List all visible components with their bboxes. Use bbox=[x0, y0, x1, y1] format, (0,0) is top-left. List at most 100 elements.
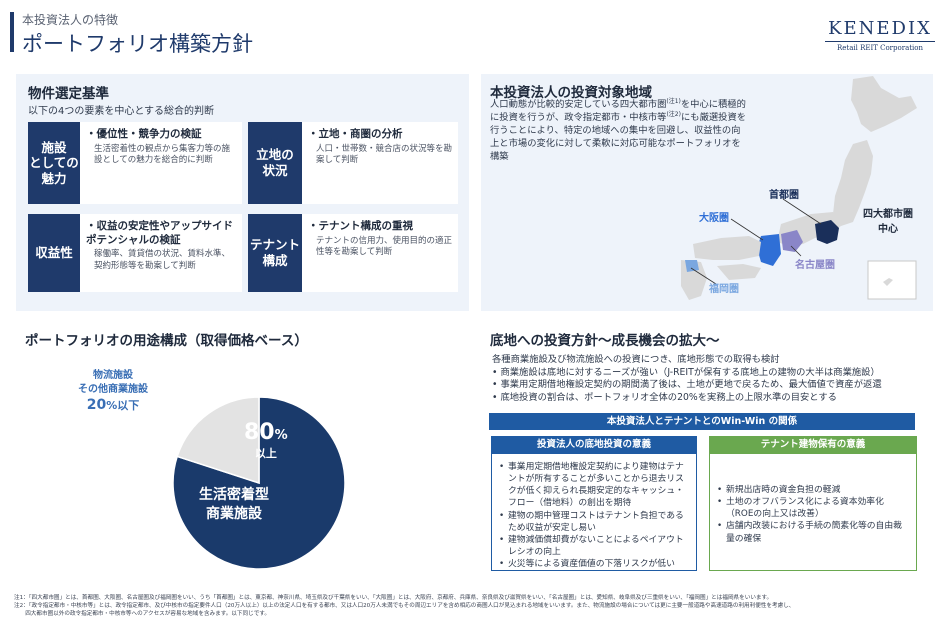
nagoya-region bbox=[781, 230, 803, 252]
shuto-leader bbox=[782, 198, 822, 225]
major-category-line: 生活密着型 bbox=[199, 487, 269, 503]
region-text: を中心に積極的に投資を行うが、政令指定都市・中核市等 bbox=[490, 99, 746, 124]
osaka-region bbox=[757, 234, 781, 266]
criteria-label-profitability: 収益性 bbox=[28, 214, 80, 292]
label-four-metro-line: 四大都市圏 bbox=[863, 209, 913, 220]
label-nagoya: 名古屋圏 bbox=[795, 260, 835, 271]
land-title: 底地への投資方針〜成長機会の拡大〜 bbox=[490, 333, 720, 349]
tenant-merit-item: 土地のオフバランス化による資本効率化（ROEの向上又は改善） bbox=[716, 496, 910, 520]
label-line: 収益性 bbox=[35, 245, 73, 261]
land-line: • 底地投資の割合は、ポートフォリオ全体の20%を実務上の上限水準の目安とする bbox=[492, 391, 837, 403]
footnote: 注1：「四大都市圏」とは、首都圏、大阪圏、名古屋圏及び福岡圏をいい、うち「首都圏… bbox=[14, 595, 773, 601]
nagoya-leader bbox=[790, 245, 802, 257]
tenant-merit-header: テナント建物保有の意義 bbox=[709, 436, 917, 453]
criteria-desc: 生活密着性の観点から集客力等の施設としての魅力を総合的に判断 bbox=[94, 143, 231, 166]
label-four-metro: 四大都市圏 中心 bbox=[863, 205, 913, 235]
region-description: 人口動態が比較的安定している四大都市圏(注1)を中心に積極的に投資を行うが、政令… bbox=[490, 98, 748, 163]
minor-share-pct: 20%以下 bbox=[78, 396, 148, 415]
page-title: ポートフォリオ構築方針 bbox=[22, 32, 253, 56]
osaka-leader bbox=[730, 218, 764, 241]
label-shuto: 首都圏 bbox=[769, 190, 799, 201]
major-category-label: 生活密着型 商業施設 bbox=[199, 486, 269, 524]
criteria-head: ・テナント構成の重視 bbox=[308, 220, 413, 232]
land-investment-panel: 底地への投資方針〜成長機会の拡大〜 各種商業施設及び物流施設への投資につき、底地… bbox=[481, 323, 933, 584]
criteria-subtitle: 以下の4つの要素を中心とする総合的判断 bbox=[28, 106, 215, 117]
investor-merit-box: 事業用定期借地権設定契約により建物はテナントが所有することが多いことから退去リス… bbox=[491, 453, 697, 571]
criteria-body-profitability: ・収益の安定性やアップサイドポテンシャルの検証 稼働率、賃貸借の状況、賃料水準、… bbox=[80, 214, 242, 292]
footnote-ref: (注2) bbox=[666, 111, 681, 119]
land-line: • 商業施設は底地に対するニーズが強い（J-REITが保有する底地上の建物の大半… bbox=[492, 366, 880, 378]
title-accent-bar bbox=[10, 12, 14, 52]
investor-merit-item: 火災等による資産価値の下落リスクが低い bbox=[498, 558, 690, 570]
page-header: 本投資法人の特徴 ポートフォリオ構築方針 KENEDIX Retail REIT… bbox=[0, 0, 949, 62]
footnote: 注2：「政令指定都市・中核市等」とは、政令指定都市、及び中核市の指定要件人口（2… bbox=[14, 603, 795, 610]
label-line: 構成 bbox=[262, 253, 288, 268]
criteria-body-location: ・立地・商圏の分析 人口・世帯数・競合店の状況等を勘案して判断 bbox=[302, 122, 458, 204]
tenant-merit-box: 新規出店時の資金負担の軽減 土地のオフバランス化による資本効率化（ROEの向上又… bbox=[709, 453, 917, 571]
selection-criteria-panel: 物件選定基準 以下の4つの要素を中心とする総合的判断 施設 としての 魅力 ・優… bbox=[16, 74, 469, 311]
major-share-sub: 以上 bbox=[254, 447, 277, 460]
label-line: 魅力 bbox=[41, 170, 67, 186]
region-title: 本投資法人の投資対象地域 bbox=[490, 85, 652, 101]
label-line: 状況 bbox=[262, 163, 288, 178]
okinawa-islands bbox=[883, 278, 893, 286]
region-text: にも厳選投資を行うことにより、特定の地域への集中を回避し、収益性の向上と市場の変… bbox=[490, 112, 747, 163]
label-line: としての bbox=[29, 155, 79, 171]
tohoku-shape bbox=[833, 140, 873, 226]
label-fukuoka: 福岡圏 bbox=[709, 284, 739, 295]
criteria-title: 物件選定基準 bbox=[28, 86, 109, 102]
footnote-ref: (注1) bbox=[666, 98, 681, 105]
land-policy-lines: 各種商業施設及び物流施設への投資につき、底地形態での取得も検討 • 商業施設は底… bbox=[492, 354, 932, 405]
logo-wordmark: KENEDIX bbox=[825, 18, 935, 42]
shuto-region bbox=[815, 220, 839, 244]
pie-slice-minor bbox=[176, 396, 260, 485]
minor-share-label: 物流施設 その他商業施設 20%以下 bbox=[78, 369, 148, 415]
usage-title: ポートフォリオの用途構成（取得価格ベース） bbox=[25, 333, 308, 349]
usage-pie-chart bbox=[172, 396, 346, 570]
major-share-label: 80% 以上 bbox=[244, 420, 288, 461]
criteria-body-tenant: ・テナント構成の重視 テナントの信用力、使用目的の適正性等を勘案して判断 bbox=[302, 214, 458, 292]
criteria-head: ・優位性・競争力の検証 bbox=[86, 128, 202, 140]
footnote: 四大都市圏以外の政令指定都市・中核市等へのアクセスが容易な地域を含みます。以下同… bbox=[14, 611, 270, 618]
criteria-head: ・立地・商圏の分析 bbox=[308, 128, 403, 140]
chugoku-shape bbox=[693, 236, 761, 260]
criteria-body-attractiveness: ・優位性・競争力の検証 生活密着性の観点から集客力等の施設としての魅力を総合的に… bbox=[80, 122, 242, 204]
major-pct-number: 80 bbox=[244, 420, 275, 445]
usage-composition-panel: ポートフォリオの用途構成（取得価格ベース） 物流施設 その他商業施設 20%以下… bbox=[16, 323, 469, 584]
land-line: • 事業用定期借地権設定契約の期間満了後は、土地が更地で戻るため、最大価値で資産… bbox=[492, 379, 882, 391]
fukuoka-leader bbox=[690, 267, 717, 285]
criteria-label-attractiveness: 施設 としての 魅力 bbox=[28, 122, 80, 204]
investor-merit-header: 投資法人の底地投資の意義 bbox=[491, 436, 697, 453]
tenant-merit-item: 店舗内改装における手続の簡素化等の自由裁量の確保 bbox=[716, 520, 910, 544]
fukuoka-region bbox=[685, 260, 699, 272]
label-osaka: 大阪圏 bbox=[699, 213, 729, 224]
major-share-pct: 80% bbox=[244, 420, 288, 445]
criteria-desc: 人口・世帯数・競合店の状況等を勘案して判断 bbox=[316, 143, 453, 166]
criteria-label-location: 立地の 状況 bbox=[248, 122, 302, 204]
criteria-label-tenant: テナント 構成 bbox=[248, 214, 302, 292]
hokkaido-shape bbox=[851, 76, 917, 132]
minor-pct-suffix: %以下 bbox=[106, 399, 140, 412]
region-text: 人口動態が比較的安定している四大都市圏 bbox=[490, 99, 667, 111]
criteria-head: ・収益の安定性やアップサイドポテンシャルの検証 bbox=[86, 220, 233, 246]
minor-pct-number: 20 bbox=[86, 397, 107, 413]
investment-region-panel: 本投資法人の投資対象地域 人口動態が比較的安定している四大都市圏(注1)を中心に… bbox=[481, 74, 933, 311]
criteria-desc: 稼働率、賃貸借の状況、賃料水準、契約形態等を勘案して判断 bbox=[94, 249, 231, 271]
minor-share-line: 物流施設 bbox=[93, 370, 133, 381]
major-pct-suffix: % bbox=[274, 428, 288, 443]
label-line: テナント bbox=[249, 237, 300, 253]
label-line: 施設 bbox=[41, 139, 67, 155]
criteria-desc: テナントの信用力、使用目的の適正性等を勘案して判断 bbox=[316, 235, 453, 258]
investor-merit-item: 事業用定期借地権設定契約により建物はテナントが所有することが多いことから退去リス… bbox=[498, 461, 690, 510]
page-subtitle: 本投資法人の特徴 bbox=[22, 13, 119, 27]
major-category-line: 商業施設 bbox=[206, 505, 262, 522]
winwin-banner: 本投資法人とテナントとのWin-Win の関係 bbox=[489, 413, 915, 430]
tenant-merit-item: 新規出店時の資金負担の軽減 bbox=[716, 484, 910, 496]
investor-merit-item: 建物減価償却費がないことによるペイアウトレシオの向上 bbox=[498, 534, 690, 558]
shikoku-shape bbox=[717, 264, 761, 280]
label-four-metro-line: 中心 bbox=[878, 224, 898, 235]
logo-tagline: Retail REIT Corporation bbox=[836, 44, 924, 52]
japan-map bbox=[681, 76, 917, 300]
minor-share-line: その他商業施設 bbox=[78, 383, 148, 395]
company-logo: KENEDIX Retail REIT Corporation bbox=[825, 18, 935, 52]
